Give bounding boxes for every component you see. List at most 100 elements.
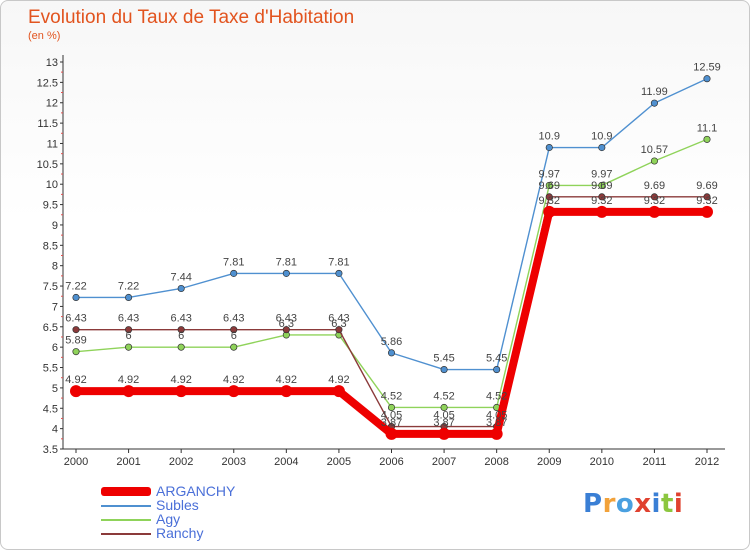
x-tick-label: 2009 — [537, 456, 561, 468]
data-label-ranchy: 6.43 — [118, 313, 139, 325]
logo-letter: i — [651, 489, 661, 519]
data-label-ranchy: 6.43 — [170, 313, 191, 325]
data-point-agy — [230, 343, 238, 351]
data-point-arganchy — [438, 427, 451, 440]
data-label-arganchy: 3.87 — [486, 417, 507, 429]
data-label-arganchy: 9.32 — [591, 195, 612, 207]
data-label-agy: 9.97 — [591, 168, 612, 180]
data-point-subles — [230, 269, 238, 277]
data-label-subles: 10.9 — [539, 131, 560, 143]
data-point-arganchy — [332, 385, 345, 398]
data-point-arganchy — [648, 205, 661, 218]
data-point-arganchy — [543, 205, 556, 218]
data-point-ranchy — [650, 193, 658, 201]
data-point-ranchy — [335, 326, 343, 334]
data-point-subles — [335, 269, 343, 277]
data-label-subles: 7.22 — [65, 280, 86, 292]
logo-letter: i — [673, 489, 684, 519]
data-point-arganchy — [280, 385, 293, 398]
data-label-agy: 9.97 — [539, 168, 560, 180]
x-tick-label: 2000 — [64, 456, 88, 468]
data-label-agy: 6 — [126, 330, 132, 342]
y-tick-label: 4 — [52, 424, 58, 436]
logo-letter: t — [660, 489, 674, 519]
data-point-subles — [177, 284, 185, 293]
data-point-arganchy — [595, 205, 608, 218]
data-point-ranchy — [230, 326, 238, 334]
y-tick-label: 5.5 — [43, 363, 58, 375]
y-tick-label: 5 — [52, 383, 58, 395]
data-point-subles — [440, 366, 448, 374]
data-point-arganchy — [490, 427, 503, 440]
data-point-agy — [387, 403, 396, 411]
series-line-subles — [76, 78, 708, 371]
data-label-ranchy: 4.05 — [381, 410, 402, 422]
data-point-arganchy — [385, 427, 398, 440]
data-label-arganchy: 4.92 — [276, 374, 297, 386]
data-label-ranchy: 6.43 — [65, 313, 86, 325]
y-tick-label: 11.5 — [37, 118, 58, 130]
data-label-subles: 7.22 — [118, 280, 139, 292]
data-point-agy — [440, 403, 448, 411]
x-tick-label: 2004 — [274, 456, 298, 468]
data-point-subles — [545, 143, 553, 152]
y-tick-label: 9.5 — [43, 200, 58, 212]
x-tick-label: 2011 — [643, 456, 667, 468]
logo-letter: x — [634, 489, 652, 519]
y-tick-label: 7 — [52, 301, 58, 313]
x-tick-label: 2010 — [590, 456, 614, 468]
data-label-subles: 11.99 — [641, 86, 668, 98]
data-label-subles: 5.86 — [381, 336, 402, 348]
data-point-arganchy — [122, 385, 135, 398]
data-point-ranchy — [177, 326, 185, 334]
data-label-subles: 7.81 — [328, 256, 349, 268]
data-label-arganchy: 3.87 — [381, 417, 402, 429]
data-label-subles: 7.81 — [276, 256, 297, 268]
legend-swatch-arganchy — [101, 487, 151, 496]
data-label-subles: 7.81 — [223, 256, 244, 268]
proxiti-logo: Proxiti — [583, 489, 683, 519]
y-tick-label: 10 — [46, 179, 58, 191]
y-tick-label: 4.5 — [43, 403, 58, 415]
legend-label-ranchy: Ranchy — [156, 525, 204, 541]
data-label-arganchy: 4.92 — [328, 374, 349, 386]
data-point-subles — [282, 269, 290, 277]
x-tick-label: 2007 — [432, 456, 456, 468]
data-label-subles: 5.45 — [486, 353, 507, 365]
data-point-arganchy — [701, 205, 713, 218]
y-tick-label: 6.5 — [43, 322, 58, 334]
logo-letter: o — [615, 489, 635, 519]
data-point-subles — [72, 293, 80, 302]
data-point-subles — [493, 366, 501, 374]
legend-swatch-subles — [101, 505, 151, 507]
x-tick-label: 2001 — [116, 456, 140, 468]
data-point-agy — [703, 135, 711, 143]
data-label-arganchy: 9.32 — [644, 195, 665, 207]
data-label-arganchy: 4.92 — [65, 374, 86, 386]
data-point-agy — [598, 181, 606, 189]
data-point-subles — [703, 75, 711, 83]
data-point-arganchy — [70, 385, 82, 398]
data-point-subles — [650, 99, 658, 107]
data-label-arganchy: 3.87 — [433, 417, 454, 429]
data-point-arganchy — [175, 385, 188, 398]
data-label-agy: 6 — [178, 330, 184, 342]
data-label-agy: 11.1 — [697, 122, 718, 134]
data-point-subles — [387, 349, 396, 357]
y-tick-label: 7.5 — [43, 281, 58, 293]
y-tick-label: 10.5 — [37, 159, 58, 171]
data-point-ranchy — [545, 193, 553, 201]
data-label-agy: 10.57 — [641, 144, 669, 156]
data-label-ranchy: 6.43 — [328, 313, 349, 325]
data-label-ranchy: 9.69 — [591, 180, 612, 192]
chart-subtitle: (en %) — [28, 30, 61, 42]
data-label-ranchy: 9.69 — [539, 180, 560, 192]
legend-label-subles: Subles — [156, 497, 199, 513]
y-tick-label: 11 — [47, 138, 58, 150]
data-label-arganchy: 4.92 — [223, 374, 244, 386]
data-label-subles: 12.59 — [693, 62, 721, 74]
data-label-subles: 5.45 — [433, 353, 454, 365]
data-label-agy: 4.52 — [381, 390, 402, 402]
y-tick-label: 9 — [52, 220, 58, 232]
